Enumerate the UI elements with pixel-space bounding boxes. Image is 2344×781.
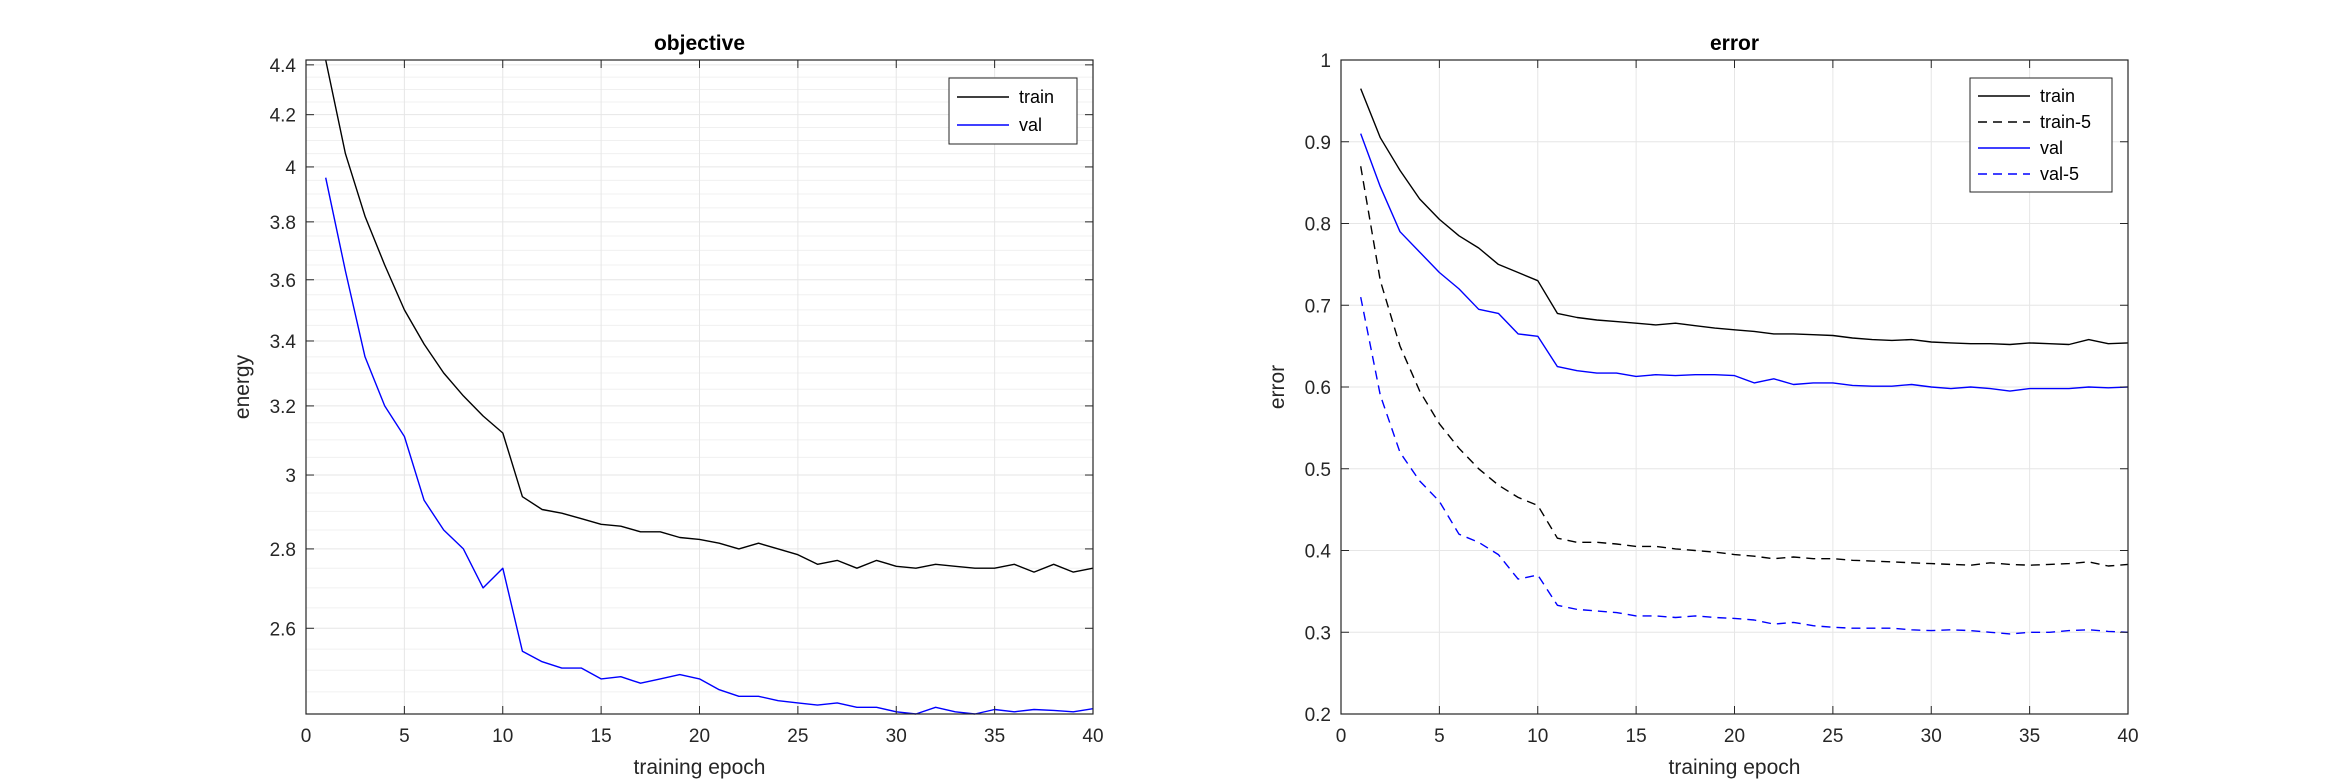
y-tick-label: 4.2	[270, 106, 296, 127]
x-tick-label: 40	[1082, 726, 1103, 747]
x-tick-label: 10	[1527, 726, 1548, 747]
y-tick-label: 1	[1320, 51, 1331, 72]
y-tick-label: 3.6	[270, 271, 296, 292]
legend-label-train-5: train-5	[2040, 112, 2091, 132]
x-tick-label: 30	[1921, 726, 1942, 747]
x-tick-label: 5	[399, 726, 410, 747]
y-tick-label: 2.6	[270, 619, 296, 640]
x-tick-label: 15	[1626, 726, 1647, 747]
series-line-train	[1360, 88, 2129, 346]
y-tick-label: 3.8	[270, 213, 296, 234]
y-tick-label: 0.7	[1305, 296, 1331, 317]
x-tick-label: 35	[984, 726, 1005, 747]
y-tick-label: 3.4	[270, 332, 297, 353]
series-line-val	[1360, 133, 2129, 392]
chart-title: objective	[654, 32, 745, 55]
x-axis-label: training epoch	[634, 756, 766, 779]
y-tick-label: 3	[285, 466, 296, 487]
x-tick-label: 25	[1822, 726, 1843, 747]
x-tick-label: 30	[886, 726, 907, 747]
legend-label-val-5: val-5	[2040, 164, 2079, 184]
x-axis-label: training epoch	[1669, 756, 1801, 779]
y-axis-label: error	[1266, 365, 1289, 409]
y-tick-label: 0.4	[1305, 542, 1332, 563]
x-tick-label: 20	[689, 726, 710, 747]
x-tick-label: 0	[301, 726, 312, 747]
y-tick-label: 0.2	[1305, 705, 1331, 726]
legend: train val	[948, 77, 1078, 145]
y-tick-label: 4.4	[270, 56, 297, 77]
legend-label-train: train	[1019, 87, 1054, 107]
y-tick-label: 2.8	[270, 540, 296, 561]
x-tick-label: 20	[1724, 726, 1745, 747]
legend-box	[1969, 77, 2113, 193]
y-tick-label: 0.3	[1305, 623, 1331, 644]
legend-label-val: val	[2040, 138, 2063, 158]
y-tick-label: 4	[285, 158, 296, 179]
chart-objective: 0 5 10 15 20 25 30 35 40 2.6 2.8 3 3.2 3.4 3.6 3.8 4 4.2 4…	[231, 32, 1104, 779]
x-tick-label: 10	[492, 726, 513, 747]
legend: train train-5 val val-5	[1969, 77, 2113, 193]
series-line-train	[325, 59, 1094, 573]
x-tick-label: 35	[2019, 726, 2040, 747]
y-tick-label: 0.6	[1305, 378, 1331, 399]
series-line-val	[325, 177, 1094, 715]
chart-error: 0 5 10 15 20 25 30 35 40 0.2 0.3 0.4 0.5 0.6 0.7 0.8 0.9…	[1266, 32, 2139, 779]
x-tick-label: 15	[591, 726, 612, 747]
y-tick-label: 0.8	[1305, 215, 1331, 236]
x-tick-label: 25	[787, 726, 808, 747]
legend-label-train: train	[2040, 86, 2075, 106]
y-tick-label: 0.9	[1305, 133, 1331, 154]
x-tick-label: 0	[1336, 726, 1347, 747]
y-tick-label: 0.5	[1305, 460, 1331, 481]
legend-label-val: val	[1019, 115, 1042, 135]
chart-title: error	[1710, 32, 1759, 55]
legend-box	[948, 77, 1078, 145]
y-axis-label: energy	[231, 354, 254, 419]
y-tick-label: 3.2	[270, 397, 296, 418]
x-tick-label: 5	[1434, 726, 1445, 747]
x-tick-label: 40	[2117, 726, 2138, 747]
